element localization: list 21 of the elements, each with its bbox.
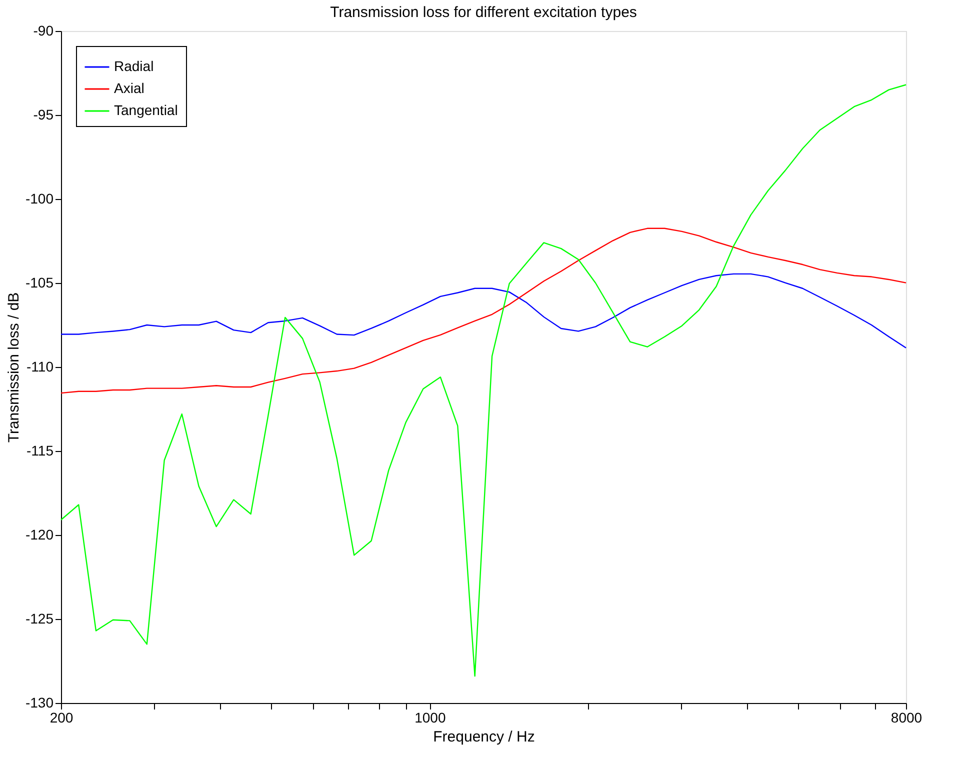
y-tick-label: -105 xyxy=(25,274,54,290)
legend-label: Axial xyxy=(114,80,144,96)
line-series xyxy=(60,228,907,394)
x-tick-label: 1000 xyxy=(414,710,446,726)
chart-title: Transmission loss for different excitation types xyxy=(330,4,637,21)
x-tick-label: 8000 xyxy=(890,710,922,726)
y-tick-label: -130 xyxy=(25,694,54,710)
y-tick-label: -95 xyxy=(33,106,54,122)
y-tick-label: -115 xyxy=(26,442,54,458)
line-series xyxy=(60,84,907,677)
legend-label: Tangential xyxy=(114,102,178,118)
x-tick-label: 200 xyxy=(50,710,74,726)
x-axis-title: Frequency / Hz xyxy=(433,728,535,746)
y-tick-label: -100 xyxy=(25,190,54,206)
y-tick-label: -90 xyxy=(33,22,54,38)
y-axis-title: Transmission loss / dB xyxy=(5,292,22,443)
line-series xyxy=(60,273,907,348)
y-tick-label: -120 xyxy=(25,526,54,542)
legend-label: Radial xyxy=(114,58,154,74)
y-tick-label: -110 xyxy=(26,358,54,374)
y-tick-label: -125 xyxy=(25,610,54,626)
